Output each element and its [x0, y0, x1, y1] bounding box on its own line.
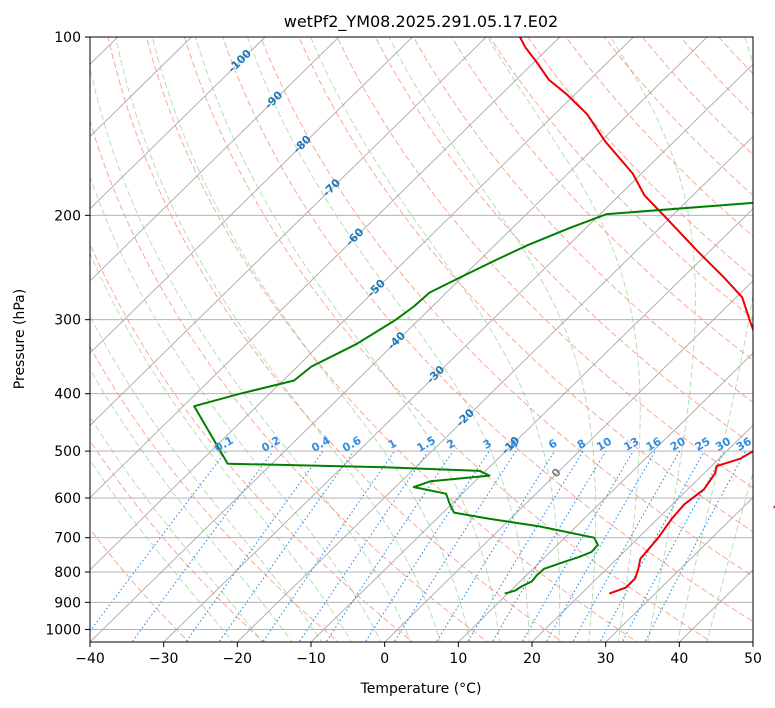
mixing-ratio-line: [325, 450, 454, 642]
isotherm-line: [236, 135, 753, 642]
y-tick-label: 700: [54, 531, 81, 547]
dry-adiabat-line: [451, 37, 753, 361]
dry-adiabat-line: [90, 439, 265, 642]
y-tick-label: 300: [54, 313, 81, 329]
x-tick-label: 20: [523, 651, 541, 667]
dry-adiabat-line: [374, 37, 753, 446]
isotherm-line: [90, 37, 266, 210]
isotherm-line: [90, 37, 414, 354]
isotherm-line: [605, 496, 753, 642]
temperature-line: [519, 37, 753, 595]
moist-adiabat-line: [487, 37, 641, 642]
chart-title: wetPf2_YM08.2025.291.05.17.E02: [284, 12, 558, 32]
moist-adiabat-line: [610, 37, 696, 642]
y-tick-label: 1000: [45, 622, 81, 638]
plot-area: [90, 37, 753, 642]
dry-adiabat-line: [336, 37, 753, 489]
isotherms: [90, 37, 753, 642]
moist-adiabat-line: [388, 37, 597, 642]
y-tick-label: 600: [54, 491, 81, 507]
moist-adiabat-line: [90, 368, 293, 642]
dry-adiabat-line: [260, 37, 753, 577]
mixing-ratio-line: [435, 450, 556, 642]
mixing-ratio-line: [262, 450, 395, 642]
dry-adiabat-line: [222, 37, 753, 623]
x-tick-label: 30: [597, 651, 615, 667]
mixing-ratio-lines: [90, 450, 747, 642]
moist-adiabat-line: [115, 37, 441, 642]
mixing-ratio-line: [131, 450, 274, 642]
plot-frame: [89, 36, 754, 643]
x-tick-label: −40: [75, 651, 105, 667]
pressure-gridlines: [90, 37, 753, 630]
x-tick-label: 0: [380, 651, 389, 667]
x-tick-label: −10: [296, 651, 326, 667]
dewpoint-line: [193, 201, 753, 595]
mixing-ratio-line: [599, 450, 705, 642]
mixing-ratio-line: [185, 450, 324, 642]
y-tick-label: 400: [54, 387, 81, 403]
mixing-ratio-line: [491, 450, 607, 642]
dry-adiabat-line: [489, 37, 753, 320]
y-tick-label: 200: [54, 208, 81, 224]
y-tick-label: 800: [54, 565, 81, 581]
isotherm-line: [90, 37, 708, 642]
mixing-ratio-line: [298, 450, 429, 642]
y-axis-label: Pressure (hPa): [12, 289, 28, 389]
y-axis-ticks: 1000 900 800 700 600 500 400 300 200 100: [45, 30, 90, 638]
isotherm-line: [90, 37, 193, 138]
sounding-series: [193, 37, 753, 595]
moist-adiabat-label: 10: [770, 496, 775, 516]
y-tick-label: 900: [54, 595, 81, 611]
x-tick-label: −20: [223, 651, 253, 667]
dry-adiabat-line: [107, 37, 564, 642]
x-tick-label: −30: [149, 651, 179, 667]
isotherm-line: [90, 37, 340, 282]
isotherm-line: [90, 37, 561, 499]
mixing-ratio-line: [621, 450, 726, 642]
moist-adiabat-line: [151, 37, 471, 642]
dry-adiabat-line: [298, 37, 753, 533]
isotherm-line: [384, 280, 753, 642]
x-axis-ticks: −40 −30 −20 −10 0 10 20 30 40 50: [75, 642, 762, 667]
mixing-ratio-line: [393, 450, 517, 642]
mixing-ratio-line: [364, 450, 490, 642]
x-tick-label: 10: [449, 651, 467, 667]
moist-adiabat-line: [90, 415, 263, 642]
isotherm-line: [310, 208, 753, 642]
isotherm-line: [90, 37, 487, 427]
mixing-ratio-line: [218, 450, 355, 642]
x-tick-label: 40: [670, 651, 688, 667]
mixing-ratio-line: [644, 450, 747, 642]
isotherm-line: [531, 424, 753, 642]
y-tick-label: 500: [54, 444, 81, 460]
isotherm-line: [163, 63, 753, 642]
isotherm-line: [457, 352, 753, 642]
y-tick-label: 100: [54, 30, 81, 46]
isotherm-line: [90, 37, 635, 571]
mixing-ratio-line: [521, 450, 634, 642]
x-axis-label: Temperature (°C): [360, 681, 482, 697]
x-tick-label: 50: [744, 651, 762, 667]
